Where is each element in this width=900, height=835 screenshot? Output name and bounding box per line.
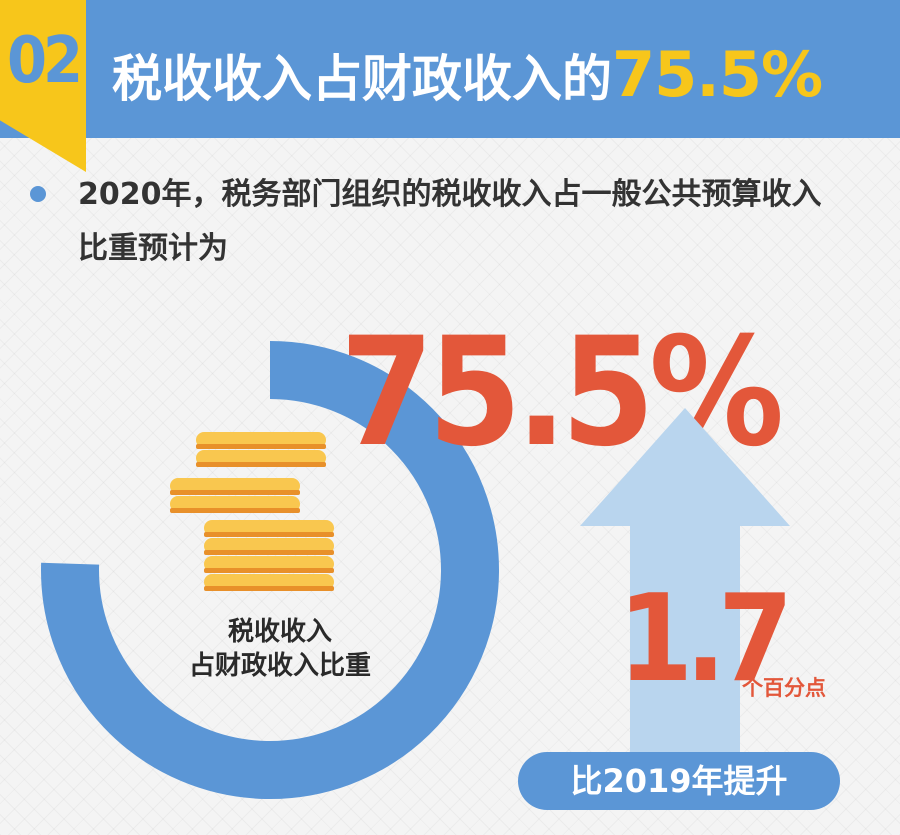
intro-line-2: 比重预计为 (78, 231, 228, 266)
section-number-tab: 02 (0, 0, 86, 172)
intro-line-1: 2020年，税务部门组织的税收收入占一般公共预算收入 (78, 177, 822, 212)
increase-number: 1.7 (618, 570, 793, 709)
ring-chart (40, 340, 500, 800)
page-title-highlight: 75.5% (612, 38, 823, 111)
increase-unit: 个百分点 (742, 676, 826, 700)
page-title-text: 税收收入占财政收入的 (112, 50, 612, 108)
ring-label-line-1: 税收收入 (227, 617, 332, 647)
coin-stack-middle (170, 478, 300, 513)
intro-text: 2020年，税务部门组织的税收收入占一般公共预算收入 比重预计为 (78, 168, 868, 276)
ring-arc (41, 341, 499, 799)
up-arrow-icon (580, 408, 790, 768)
coin-stack-bottom (204, 520, 334, 591)
coin-stack-icon (170, 432, 334, 591)
ring-label: 税收收入 占财政收入比重 (150, 615, 410, 683)
page-title: 税收收入占财政收入的75.5% (112, 38, 823, 111)
ring-label-line-2: 占财政收入比重 (188, 651, 371, 681)
bullet-dot-icon (30, 186, 46, 202)
coin-stack-top (196, 432, 326, 467)
ring-chart-svg (41, 341, 499, 799)
header-band (0, 0, 900, 138)
comparison-badge: 比2019年提升 (518, 752, 840, 810)
section-number: 02 (6, 24, 83, 98)
